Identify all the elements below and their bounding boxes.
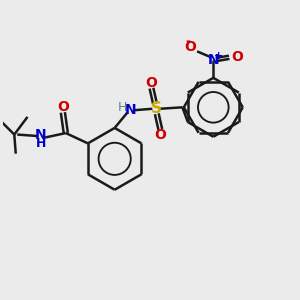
Text: +: +: [214, 51, 223, 61]
Text: H: H: [118, 101, 127, 114]
Text: O: O: [57, 100, 69, 114]
Text: O: O: [154, 128, 166, 142]
Text: O: O: [231, 50, 243, 64]
Text: S: S: [150, 101, 161, 116]
Text: O: O: [185, 40, 197, 54]
Text: N: N: [208, 53, 219, 67]
Text: O: O: [146, 76, 158, 90]
Text: N: N: [35, 128, 46, 142]
Text: N: N: [125, 103, 137, 117]
Text: H: H: [36, 137, 46, 151]
Text: -: -: [185, 34, 190, 48]
